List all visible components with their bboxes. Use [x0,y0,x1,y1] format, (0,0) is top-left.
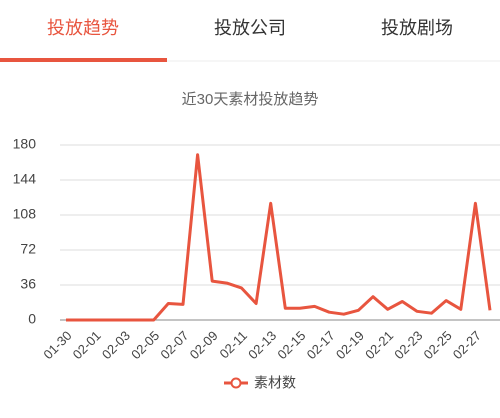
y-tick-label: 144 [13,171,37,187]
tab[interactable]: 投放剧场 [381,18,453,38]
legend-marker [230,377,242,389]
series-line [66,153,492,322]
y-tick-label: 180 [13,136,37,152]
x-tick-label: 02-25 [421,328,455,362]
x-tick-label: 02-03 [99,328,133,362]
x-tick-label: 02-17 [304,328,338,362]
x-tick-label: 02-07 [157,328,191,362]
y-tick-label: 108 [13,206,37,222]
tab-indicator [0,58,167,62]
x-tick-label: 02-21 [362,328,396,362]
x-tick-label: 02-19 [333,328,367,362]
x-tick-label: 02-01 [70,328,104,362]
y-tick-label: 0 [28,311,36,327]
legend-label: 素材数 [254,375,296,391]
chart-title: 近30天素材投放趋势 [182,91,319,108]
tab[interactable]: 投放趋势 [47,18,119,38]
y-tick-label: 72 [20,241,36,257]
x-tick-label: 02-23 [391,328,425,362]
x-tick-label: 01-30 [40,328,74,362]
x-tick-label: 02-13 [245,328,279,362]
x-tick-label: 02-15 [274,328,308,362]
x-tick-label: 02-11 [217,328,250,361]
y-tick-label: 36 [20,276,36,292]
x-tick-label: 02-09 [187,328,221,362]
x-tick-label: 02-27 [450,328,484,362]
tab[interactable]: 投放公司 [214,18,286,38]
x-tick-label: 02-05 [128,328,162,362]
